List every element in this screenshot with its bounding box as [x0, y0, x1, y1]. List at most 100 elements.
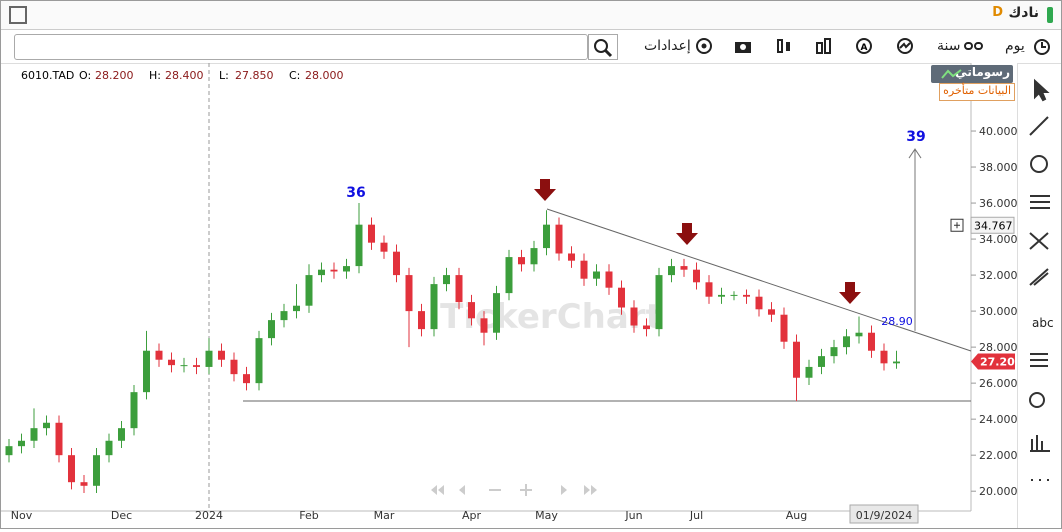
readout-value: 27.850: [235, 69, 274, 82]
candle-body: [693, 269, 700, 283]
nav-last[interactable]: [584, 485, 597, 495]
readout-label: L:: [219, 69, 229, 82]
candle-body: [893, 361, 900, 364]
y-tick-label: 24.000: [979, 413, 1017, 426]
candle-body: [330, 269, 338, 272]
candle-body: [843, 336, 850, 348]
x-tick-label: Jul: [689, 509, 703, 522]
bars-icon[interactable]: [815, 37, 833, 55]
y-tick-label: 32.000: [979, 269, 1017, 282]
candle-body: [43, 422, 50, 429]
candle-body: [393, 251, 400, 276]
readout-label: O:: [79, 69, 91, 82]
candle-body: [155, 350, 163, 360]
candle-body: [293, 305, 300, 312]
nav-first[interactable]: [431, 485, 444, 495]
candle-body: [743, 294, 750, 297]
x-tick-label: May: [535, 509, 558, 522]
y-tick-label: 34.000: [979, 233, 1017, 246]
period-button[interactable]: يوم: [1005, 38, 1025, 54]
alerts-icon[interactable]: A: [855, 37, 873, 55]
tools-icons: [1029, 78, 1050, 481]
candle-body: [580, 260, 588, 279]
settings-button[interactable]: إعدادات: [644, 38, 691, 54]
indicator-icon[interactable]: [896, 37, 914, 55]
pointer-tool[interactable]: [1034, 78, 1050, 102]
circle-tool[interactable]: [1030, 155, 1048, 173]
candle-body: [805, 366, 813, 378]
candle-body: [493, 293, 500, 333]
candle-body: [718, 294, 725, 297]
y-axis-band: [971, 63, 1017, 528]
last-price-tag: [971, 353, 1015, 370]
search-box[interactable]: [14, 34, 588, 60]
candle-icon[interactable]: [775, 37, 793, 55]
candle-body: [530, 248, 538, 265]
crosshair-plus: [950, 218, 964, 232]
candle-body: [130, 392, 138, 429]
candle-body: [218, 350, 225, 360]
clock-icon: [1034, 39, 1050, 55]
drawings-button[interactable]: رسوماتي: [931, 65, 1013, 83]
ohlc-legend: 6010.TAD O: 28.200 H: 28.400 L: 27.850 C: 28.000: [21, 69, 344, 82]
candle-body: [780, 314, 788, 342]
nav-zoom-out[interactable]: [489, 489, 501, 491]
candle-body: [643, 325, 650, 330]
candle-body: [5, 446, 13, 456]
line-tool[interactable]: [1029, 116, 1049, 136]
candle-body: [230, 359, 238, 375]
svg-text:A: A: [861, 43, 868, 53]
fib-tool[interactable]: [1030, 195, 1050, 209]
peak-label: 36: [346, 185, 365, 201]
text-tool[interactable]: abc: [1032, 316, 1054, 330]
candle-body: [55, 422, 63, 456]
status-icon: [1047, 7, 1053, 23]
candle-body: [418, 311, 425, 330]
candle-body: [343, 266, 350, 272]
trend-line: [546, 208, 972, 352]
camera-icon[interactable]: [734, 37, 752, 55]
delay-notice: البيانات متأخره: [939, 83, 1015, 101]
target-arrowhead: [908, 148, 922, 159]
candle-body: [480, 318, 488, 333]
candle-body: [105, 440, 113, 456]
candle-body: [168, 359, 175, 366]
candle-body: [680, 266, 688, 270]
readout-value: 28.000: [305, 69, 344, 82]
candle-body: [655, 275, 663, 330]
bottom-nav: [431, 484, 597, 496]
candle-body: [555, 224, 563, 254]
zoom-tool[interactable]: [1029, 392, 1045, 408]
candle-body: [830, 347, 838, 357]
candle-body: [18, 440, 25, 447]
maximize-button[interactable]: [9, 6, 27, 24]
channel-tool[interactable]: [1029, 268, 1049, 286]
candle-body: [518, 257, 525, 265]
search-button[interactable]: [588, 34, 618, 60]
pattern-tool[interactable]: [1029, 232, 1049, 250]
candle-body: [605, 271, 613, 288]
nav-zoom-in[interactable]: [520, 484, 532, 496]
nav-prev[interactable]: [459, 485, 465, 495]
volume-tool[interactable]: [1030, 435, 1050, 452]
candle-body: [318, 269, 325, 276]
settings-icon[interactable]: [695, 37, 713, 55]
down-arrow: [534, 179, 556, 201]
candle-body: [455, 275, 463, 303]
nav-next[interactable]: [561, 485, 567, 495]
search-icon: [594, 39, 613, 58]
list-tool[interactable]: [1030, 353, 1048, 367]
y-tick-label: 40.000: [979, 125, 1017, 138]
chart: TickerChart 6010.TAD O: 28.200 H: 28.400 L: 27…: [1, 63, 1017, 528]
x-tick-label: 01/9/2024: [856, 509, 912, 522]
delay-text: البيانات متأخره: [943, 84, 1011, 97]
candle-body: [80, 482, 88, 486]
candle-body: [280, 311, 288, 321]
y-tick-label: 38.000: [979, 161, 1017, 174]
crosshair-price: 34.767: [974, 219, 1013, 232]
range-button[interactable]: سنة: [937, 38, 961, 54]
candle-body: [243, 374, 250, 384]
candle-body: [180, 365, 188, 367]
down-arrow: [676, 223, 698, 245]
candle-body: [768, 309, 775, 315]
